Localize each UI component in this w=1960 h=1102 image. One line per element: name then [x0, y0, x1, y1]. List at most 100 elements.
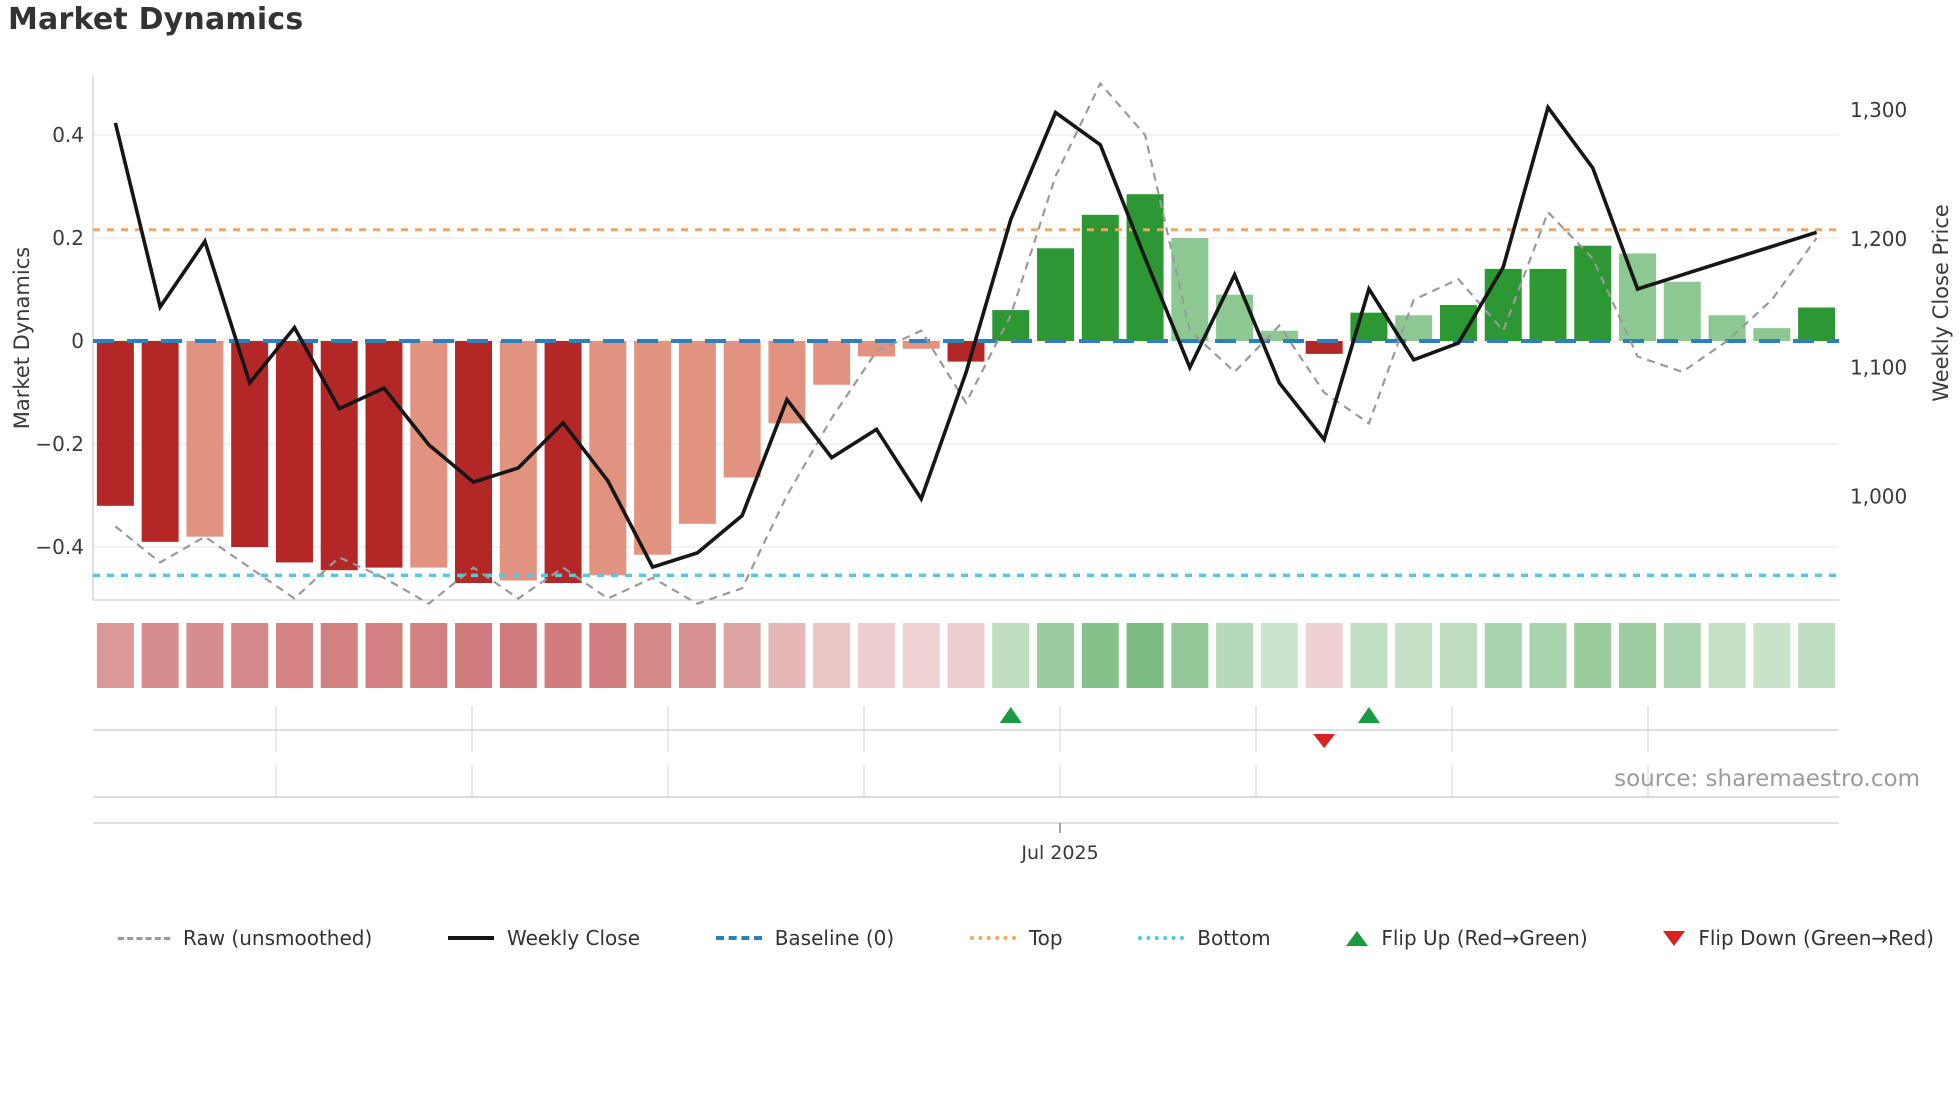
- legend-item-label: Bottom: [1197, 926, 1271, 950]
- raw-line: [114, 81, 1818, 605]
- heat-cell: [1663, 623, 1701, 688]
- legend-item-top: Top: [969, 926, 1063, 950]
- heat-cell: [1708, 623, 1746, 688]
- heat-cell: [1126, 623, 1164, 688]
- bar: [275, 341, 313, 563]
- heat-cell: [1574, 623, 1612, 688]
- source-text: source: sharemaestro.com: [1614, 766, 1920, 792]
- heat-cell: [723, 623, 761, 688]
- heat-cell: [141, 623, 179, 688]
- bar: [1037, 248, 1075, 341]
- heat-cell: [1171, 623, 1209, 688]
- bar: [365, 341, 403, 568]
- bar: [1619, 253, 1657, 341]
- legend-item-label: Top: [1028, 926, 1063, 950]
- x-tick-label: Jul 2025: [1021, 842, 1099, 864]
- heat-cell: [1753, 623, 1791, 688]
- weekly-close-line: [113, 103, 1818, 570]
- heat-cell: [1305, 623, 1343, 688]
- heat-cell: [544, 623, 582, 688]
- heat-cell: [1529, 623, 1567, 688]
- heat-cell: [992, 623, 1030, 688]
- heat-cell: [768, 623, 806, 688]
- bar: [1529, 268, 1567, 341]
- legend-item-raw: Raw (unsmoothed): [118, 926, 372, 950]
- bar: [857, 341, 895, 357]
- price-tick-label: 1,300: [1850, 98, 1907, 122]
- price-tick-label: 1,200: [1850, 227, 1907, 251]
- bar: [634, 341, 672, 555]
- price-tick-label: 1,100: [1850, 356, 1907, 380]
- heat-cell: [410, 623, 448, 688]
- legend-item-flip-up: Flip Up (Red→Green): [1346, 926, 1588, 950]
- legend-item-label: Weekly Close: [506, 926, 640, 950]
- heat-cell: [1798, 623, 1836, 688]
- heat-cell: [857, 623, 895, 688]
- heat-cell: [634, 623, 672, 688]
- heat-cell: [96, 623, 134, 688]
- bar: [455, 341, 493, 584]
- baseline-line-swatch: [715, 936, 762, 940]
- heat-cell: [947, 623, 985, 688]
- heat-cell: [365, 623, 403, 688]
- y-tick-label: 0.4: [52, 123, 84, 147]
- heat-cell: [902, 623, 940, 688]
- heat-cell: [678, 623, 716, 688]
- bar: [320, 341, 358, 571]
- bar: [96, 341, 134, 506]
- bar: [678, 341, 716, 524]
- weekly-close-line-swatch: [447, 936, 494, 940]
- flip-up-marker: [1357, 707, 1380, 723]
- bottom-line-swatch: [1138, 936, 1185, 940]
- flip-down-triangle-icon: [1663, 930, 1686, 946]
- heat-cell: [1395, 623, 1433, 688]
- legend-item-weekly-close: Weekly Close: [447, 926, 640, 950]
- bar: [723, 341, 761, 478]
- heat-cell: [231, 623, 269, 688]
- page-title: Market Dynamics: [8, 2, 304, 37]
- bar: [1574, 245, 1612, 341]
- heat-cell: [320, 623, 358, 688]
- raw-line-swatch: [118, 936, 170, 940]
- heat-cell: [455, 623, 493, 688]
- heat-cell: [1619, 623, 1657, 688]
- heat-cell: [499, 623, 537, 688]
- legend-item-label: Raw (unsmoothed): [183, 926, 373, 950]
- flip-down-marker: [1313, 734, 1336, 748]
- bar: [1171, 238, 1209, 341]
- bar: [1798, 307, 1836, 341]
- bar: [231, 341, 269, 547]
- y-tick-label: 0: [71, 329, 84, 353]
- legend: Raw (unsmoothed) Weekly Close Baseline (0)…: [118, 926, 1934, 950]
- heat-cell: [1484, 623, 1522, 688]
- bar: [1260, 330, 1298, 341]
- bar: [186, 341, 224, 537]
- legend-item-label: Baseline (0): [774, 926, 895, 950]
- chart-canvas: 0.4 0.2 0 −0.2 −0.4 1,300 1,200 1,100 1,000: [35, 75, 1907, 833]
- y-tick-label: −0.4: [35, 535, 84, 559]
- bar: [1753, 328, 1791, 341]
- price-tick-label: 1,000: [1850, 484, 1907, 508]
- legend-item-label: Flip Down (Green→Red): [1698, 926, 1934, 950]
- flip-up-triangle-icon: [1346, 930, 1369, 946]
- heat-cell: [1216, 623, 1254, 688]
- heat-cell: [1350, 623, 1388, 688]
- top-line-swatch: [969, 936, 1016, 940]
- legend-item-bottom: Bottom: [1138, 926, 1271, 950]
- bar: [1395, 315, 1433, 341]
- bar: [1305, 341, 1343, 354]
- bar: [589, 341, 627, 576]
- bar: [1484, 268, 1522, 341]
- legend-item-baseline: Baseline (0): [715, 926, 895, 950]
- bar: [1708, 315, 1746, 341]
- bar: [1126, 194, 1164, 341]
- bar: [1081, 214, 1119, 341]
- bar: [768, 341, 806, 424]
- flip-up-marker: [999, 707, 1022, 723]
- bar: [813, 341, 851, 385]
- y-tick-label: −0.2: [35, 432, 84, 456]
- bar: [499, 341, 537, 581]
- bar: [1663, 281, 1701, 341]
- legend-item-label: Flip Up (Red→Green): [1381, 926, 1588, 950]
- heat-cell: [275, 623, 313, 688]
